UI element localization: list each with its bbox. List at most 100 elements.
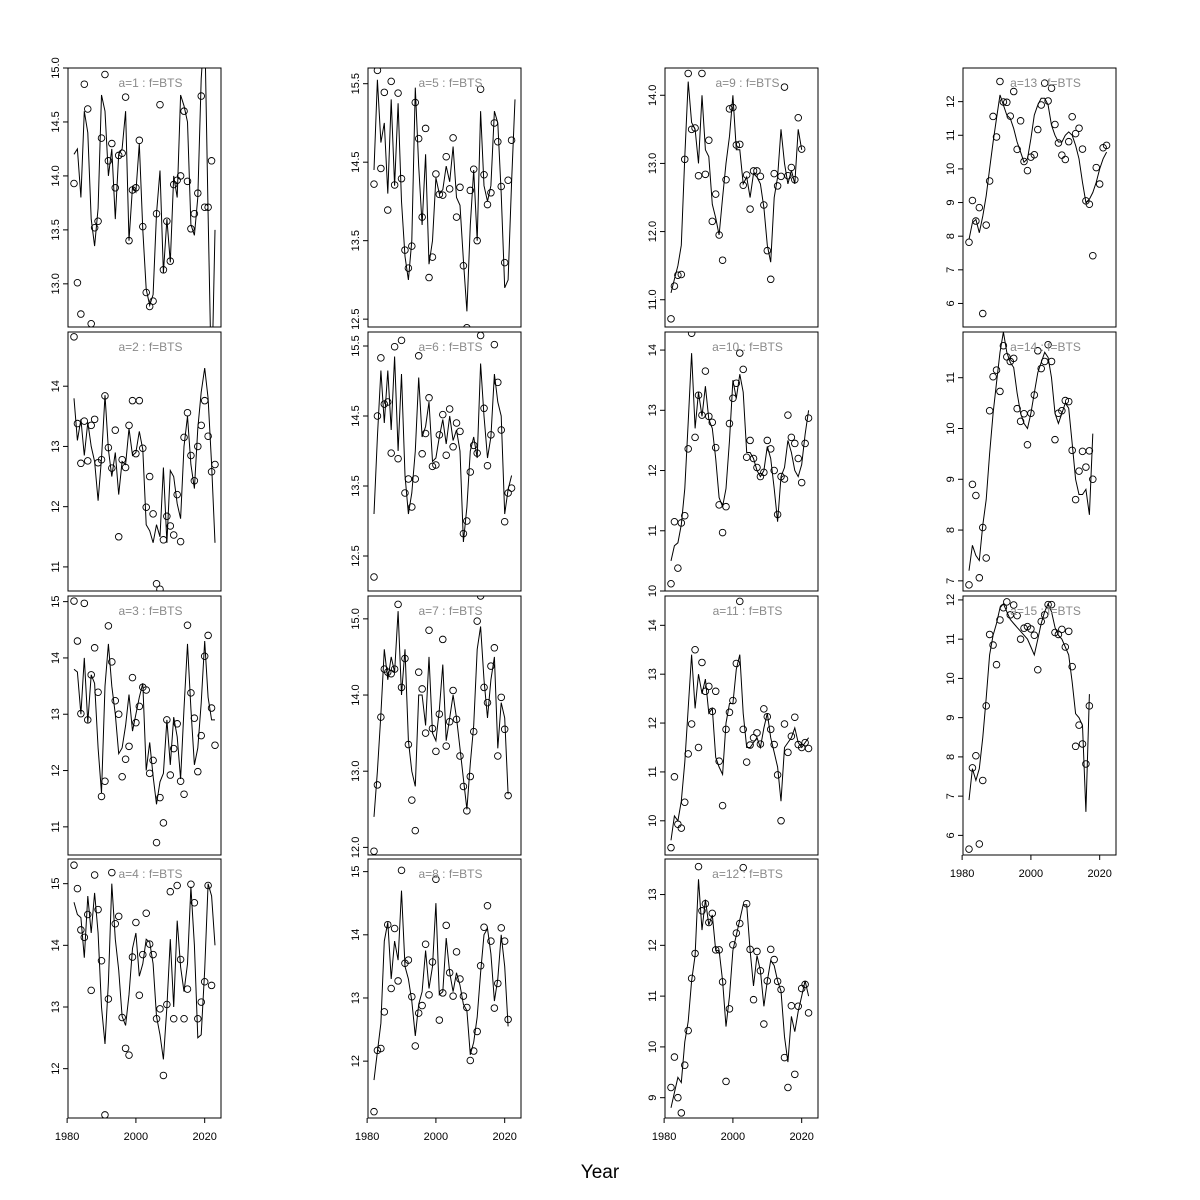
fitted-line [373, 890, 509, 1081]
data-point [773, 182, 782, 190]
data-point [456, 183, 464, 192]
data-point [718, 801, 727, 810]
data-point [777, 817, 785, 825]
data-point [739, 365, 747, 374]
y-tick-label: 7 [945, 267, 957, 273]
data-point [456, 975, 464, 983]
data-point [787, 732, 796, 741]
data-point [784, 748, 792, 757]
data-point [94, 688, 102, 697]
panel-title: a=12 : f=BTS [712, 867, 783, 881]
data-point [159, 536, 168, 544]
data-point [125, 421, 133, 430]
data-point [145, 940, 154, 948]
data-point [432, 170, 440, 178]
data-point [742, 453, 751, 462]
data-point [1044, 340, 1052, 349]
data-point [1030, 151, 1039, 159]
data-point [694, 743, 703, 752]
plot-area [965, 77, 1111, 318]
data-point [1016, 417, 1025, 426]
y-tick-label: 12 [945, 594, 957, 606]
data-point [466, 186, 475, 195]
data-point [87, 320, 95, 327]
data-point [1092, 163, 1100, 172]
data-point [180, 433, 188, 442]
data-point [1023, 166, 1032, 175]
data-point [711, 687, 720, 696]
data-point [373, 412, 382, 420]
data-point [1047, 357, 1056, 366]
panel-title: a=13 : f=BTS [1010, 76, 1081, 90]
plot-area [965, 332, 1097, 589]
plot-area [370, 866, 512, 1116]
data-point [1078, 145, 1087, 153]
data-point [380, 88, 389, 97]
data-point [449, 443, 457, 451]
data-point [1089, 251, 1097, 260]
x-tick-label: 2020 [1087, 868, 1111, 880]
data-point [466, 1056, 475, 1065]
data-point [681, 511, 689, 520]
data-point [777, 172, 785, 181]
x-tick-label: 2020 [192, 1131, 216, 1143]
data-point [466, 772, 475, 781]
data-point [370, 573, 378, 581]
data-point [1068, 113, 1076, 121]
y-tick-label: 9 [945, 715, 957, 721]
data-point [108, 139, 116, 148]
plot-area [70, 333, 219, 591]
data-point [394, 454, 402, 463]
data-point [169, 1014, 178, 1023]
data-point [985, 630, 994, 639]
plot-area [667, 69, 806, 323]
data-point [94, 217, 102, 225]
y-tick-label: 12 [647, 939, 659, 951]
data-point [445, 185, 454, 193]
data-point [70, 333, 78, 341]
data-point [1054, 630, 1063, 639]
panel-3: 11 12 13 14 15 a=3 : f=BTS [50, 595, 222, 856]
plot-area [70, 68, 216, 327]
data-point [166, 887, 175, 896]
data-point [1078, 740, 1087, 748]
y-tick-label: 8 [945, 754, 957, 760]
data-point [490, 644, 499, 652]
data-point [1058, 151, 1066, 159]
data-point [128, 673, 137, 682]
data-point [487, 662, 495, 670]
panel-title: a=10 : f=BTS [712, 340, 783, 354]
data-point [1068, 662, 1076, 671]
data-point [681, 798, 689, 806]
data-point [125, 742, 133, 751]
data-point [497, 693, 505, 702]
fitted-line [73, 368, 216, 543]
data-point [156, 1005, 164, 1013]
data-point [459, 782, 468, 791]
fitted-line [373, 356, 513, 543]
plot-area [370, 596, 512, 855]
data-point [736, 140, 744, 149]
data-point [729, 941, 737, 949]
data-point [718, 256, 727, 264]
data-point [121, 755, 130, 764]
plot-area [667, 862, 813, 1117]
data-point [1061, 643, 1070, 651]
data-point [94, 905, 102, 914]
data-point [166, 771, 175, 779]
data-point [128, 396, 137, 405]
panel-title: a=8 : f=BTS [418, 867, 482, 881]
data-point [684, 1026, 692, 1035]
data-point [373, 68, 382, 75]
data-point [449, 134, 457, 142]
data-point [780, 83, 789, 91]
data-point [397, 336, 406, 345]
data-point [197, 421, 205, 430]
data-point [739, 725, 747, 734]
data-point [1013, 404, 1021, 413]
y-tick-label: 12 [50, 1063, 62, 1075]
plot-frame [67, 595, 222, 856]
plot-area [965, 598, 1094, 853]
data-point [483, 698, 492, 707]
data-point [677, 1109, 686, 1117]
